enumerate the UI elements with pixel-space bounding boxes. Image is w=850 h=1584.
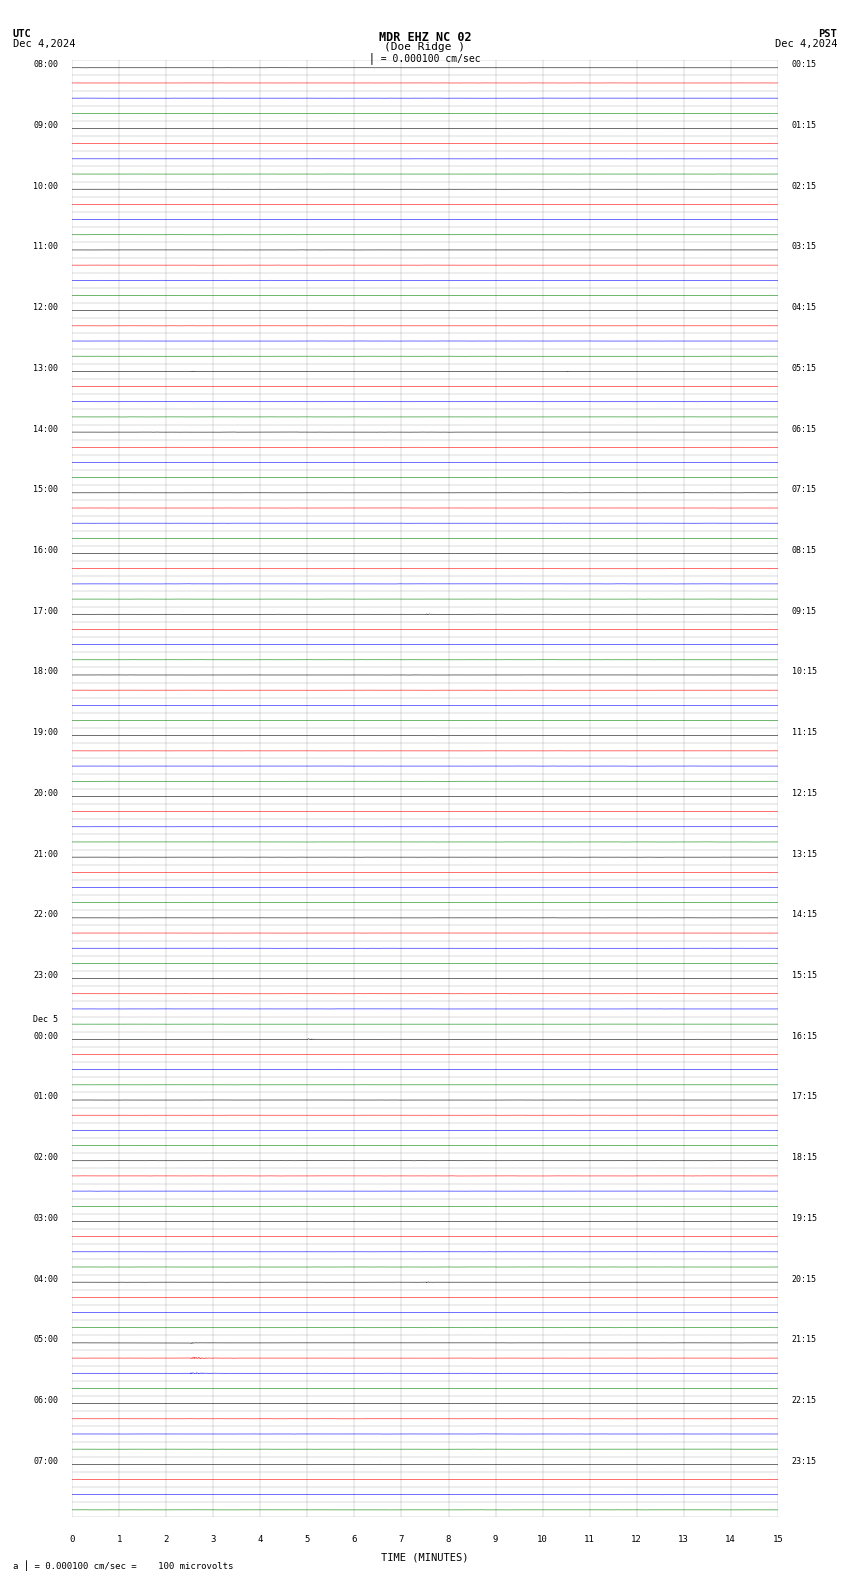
Text: Dec 5: Dec 5	[33, 1015, 58, 1025]
Text: 4: 4	[258, 1535, 263, 1544]
Text: Dec 4,2024: Dec 4,2024	[13, 38, 76, 49]
Text: 22:00: 22:00	[33, 911, 58, 919]
Text: 06:15: 06:15	[792, 425, 817, 434]
Text: 14: 14	[725, 1535, 736, 1544]
Text: 13:15: 13:15	[792, 849, 817, 859]
Text: 05:00: 05:00	[33, 1335, 58, 1345]
Text: 00:00: 00:00	[33, 1031, 58, 1041]
Text: 00:15: 00:15	[792, 60, 817, 70]
Text: PST: PST	[819, 29, 837, 38]
Text: 02:15: 02:15	[792, 182, 817, 190]
Text: 1: 1	[116, 1535, 122, 1544]
Text: 8: 8	[446, 1535, 451, 1544]
Text: 20:15: 20:15	[792, 1275, 817, 1283]
Text: 18:15: 18:15	[792, 1153, 817, 1163]
Text: 3: 3	[211, 1535, 216, 1544]
Text: 22:15: 22:15	[792, 1396, 817, 1405]
Text: 01:15: 01:15	[792, 120, 817, 130]
Text: 15: 15	[773, 1535, 783, 1544]
Text: (Doe Ridge ): (Doe Ridge )	[384, 41, 466, 52]
Text: 10:15: 10:15	[792, 667, 817, 676]
Text: 12: 12	[632, 1535, 642, 1544]
Text: 12:15: 12:15	[792, 789, 817, 798]
Text: 11:15: 11:15	[792, 729, 817, 737]
Text: 01:00: 01:00	[33, 1093, 58, 1101]
Text: 10: 10	[537, 1535, 548, 1544]
Text: 17:00: 17:00	[33, 607, 58, 616]
Text: Dec 4,2024: Dec 4,2024	[774, 38, 837, 49]
Text: 14:15: 14:15	[792, 911, 817, 919]
Text: 13: 13	[678, 1535, 689, 1544]
Text: 10:00: 10:00	[33, 182, 58, 190]
Text: 23:15: 23:15	[792, 1457, 817, 1465]
Text: 11:00: 11:00	[33, 242, 58, 252]
Text: 04:15: 04:15	[792, 303, 817, 312]
Text: 18:00: 18:00	[33, 667, 58, 676]
Text: 19:00: 19:00	[33, 729, 58, 737]
Text: 13:00: 13:00	[33, 364, 58, 372]
Text: 08:15: 08:15	[792, 546, 817, 554]
Text: 0: 0	[70, 1535, 75, 1544]
Text: UTC: UTC	[13, 29, 31, 38]
Text: 16:00: 16:00	[33, 546, 58, 554]
Text: TIME (MINUTES): TIME (MINUTES)	[382, 1552, 468, 1562]
Text: 17:15: 17:15	[792, 1093, 817, 1101]
Text: 06:00: 06:00	[33, 1396, 58, 1405]
Text: 7: 7	[399, 1535, 404, 1544]
Text: 15:15: 15:15	[792, 971, 817, 980]
Text: 08:00: 08:00	[33, 60, 58, 70]
Text: MDR EHZ NC 02: MDR EHZ NC 02	[379, 30, 471, 44]
Text: 09:00: 09:00	[33, 120, 58, 130]
Text: 02:00: 02:00	[33, 1153, 58, 1163]
Text: 05:15: 05:15	[792, 364, 817, 372]
Text: 09:15: 09:15	[792, 607, 817, 616]
Text: 07:15: 07:15	[792, 485, 817, 494]
Text: 14:00: 14:00	[33, 425, 58, 434]
Text: 20:00: 20:00	[33, 789, 58, 798]
Text: 6: 6	[352, 1535, 357, 1544]
Text: 16:15: 16:15	[792, 1031, 817, 1041]
Text: 23:00: 23:00	[33, 971, 58, 980]
Text: 07:00: 07:00	[33, 1457, 58, 1465]
Text: 04:00: 04:00	[33, 1275, 58, 1283]
Text: 12:00: 12:00	[33, 303, 58, 312]
Text: 03:15: 03:15	[792, 242, 817, 252]
Text: 11: 11	[584, 1535, 595, 1544]
Text: ⎮ = 0.000100 cm/sec: ⎮ = 0.000100 cm/sec	[369, 52, 481, 65]
Text: 9: 9	[493, 1535, 498, 1544]
Text: a ⎮ = 0.000100 cm/sec =    100 microvolts: a ⎮ = 0.000100 cm/sec = 100 microvolts	[13, 1560, 233, 1571]
Text: 2: 2	[164, 1535, 169, 1544]
Text: 19:15: 19:15	[792, 1213, 817, 1223]
Text: 03:00: 03:00	[33, 1213, 58, 1223]
Text: 5: 5	[305, 1535, 310, 1544]
Text: 15:00: 15:00	[33, 485, 58, 494]
Text: 21:15: 21:15	[792, 1335, 817, 1345]
Text: 21:00: 21:00	[33, 849, 58, 859]
